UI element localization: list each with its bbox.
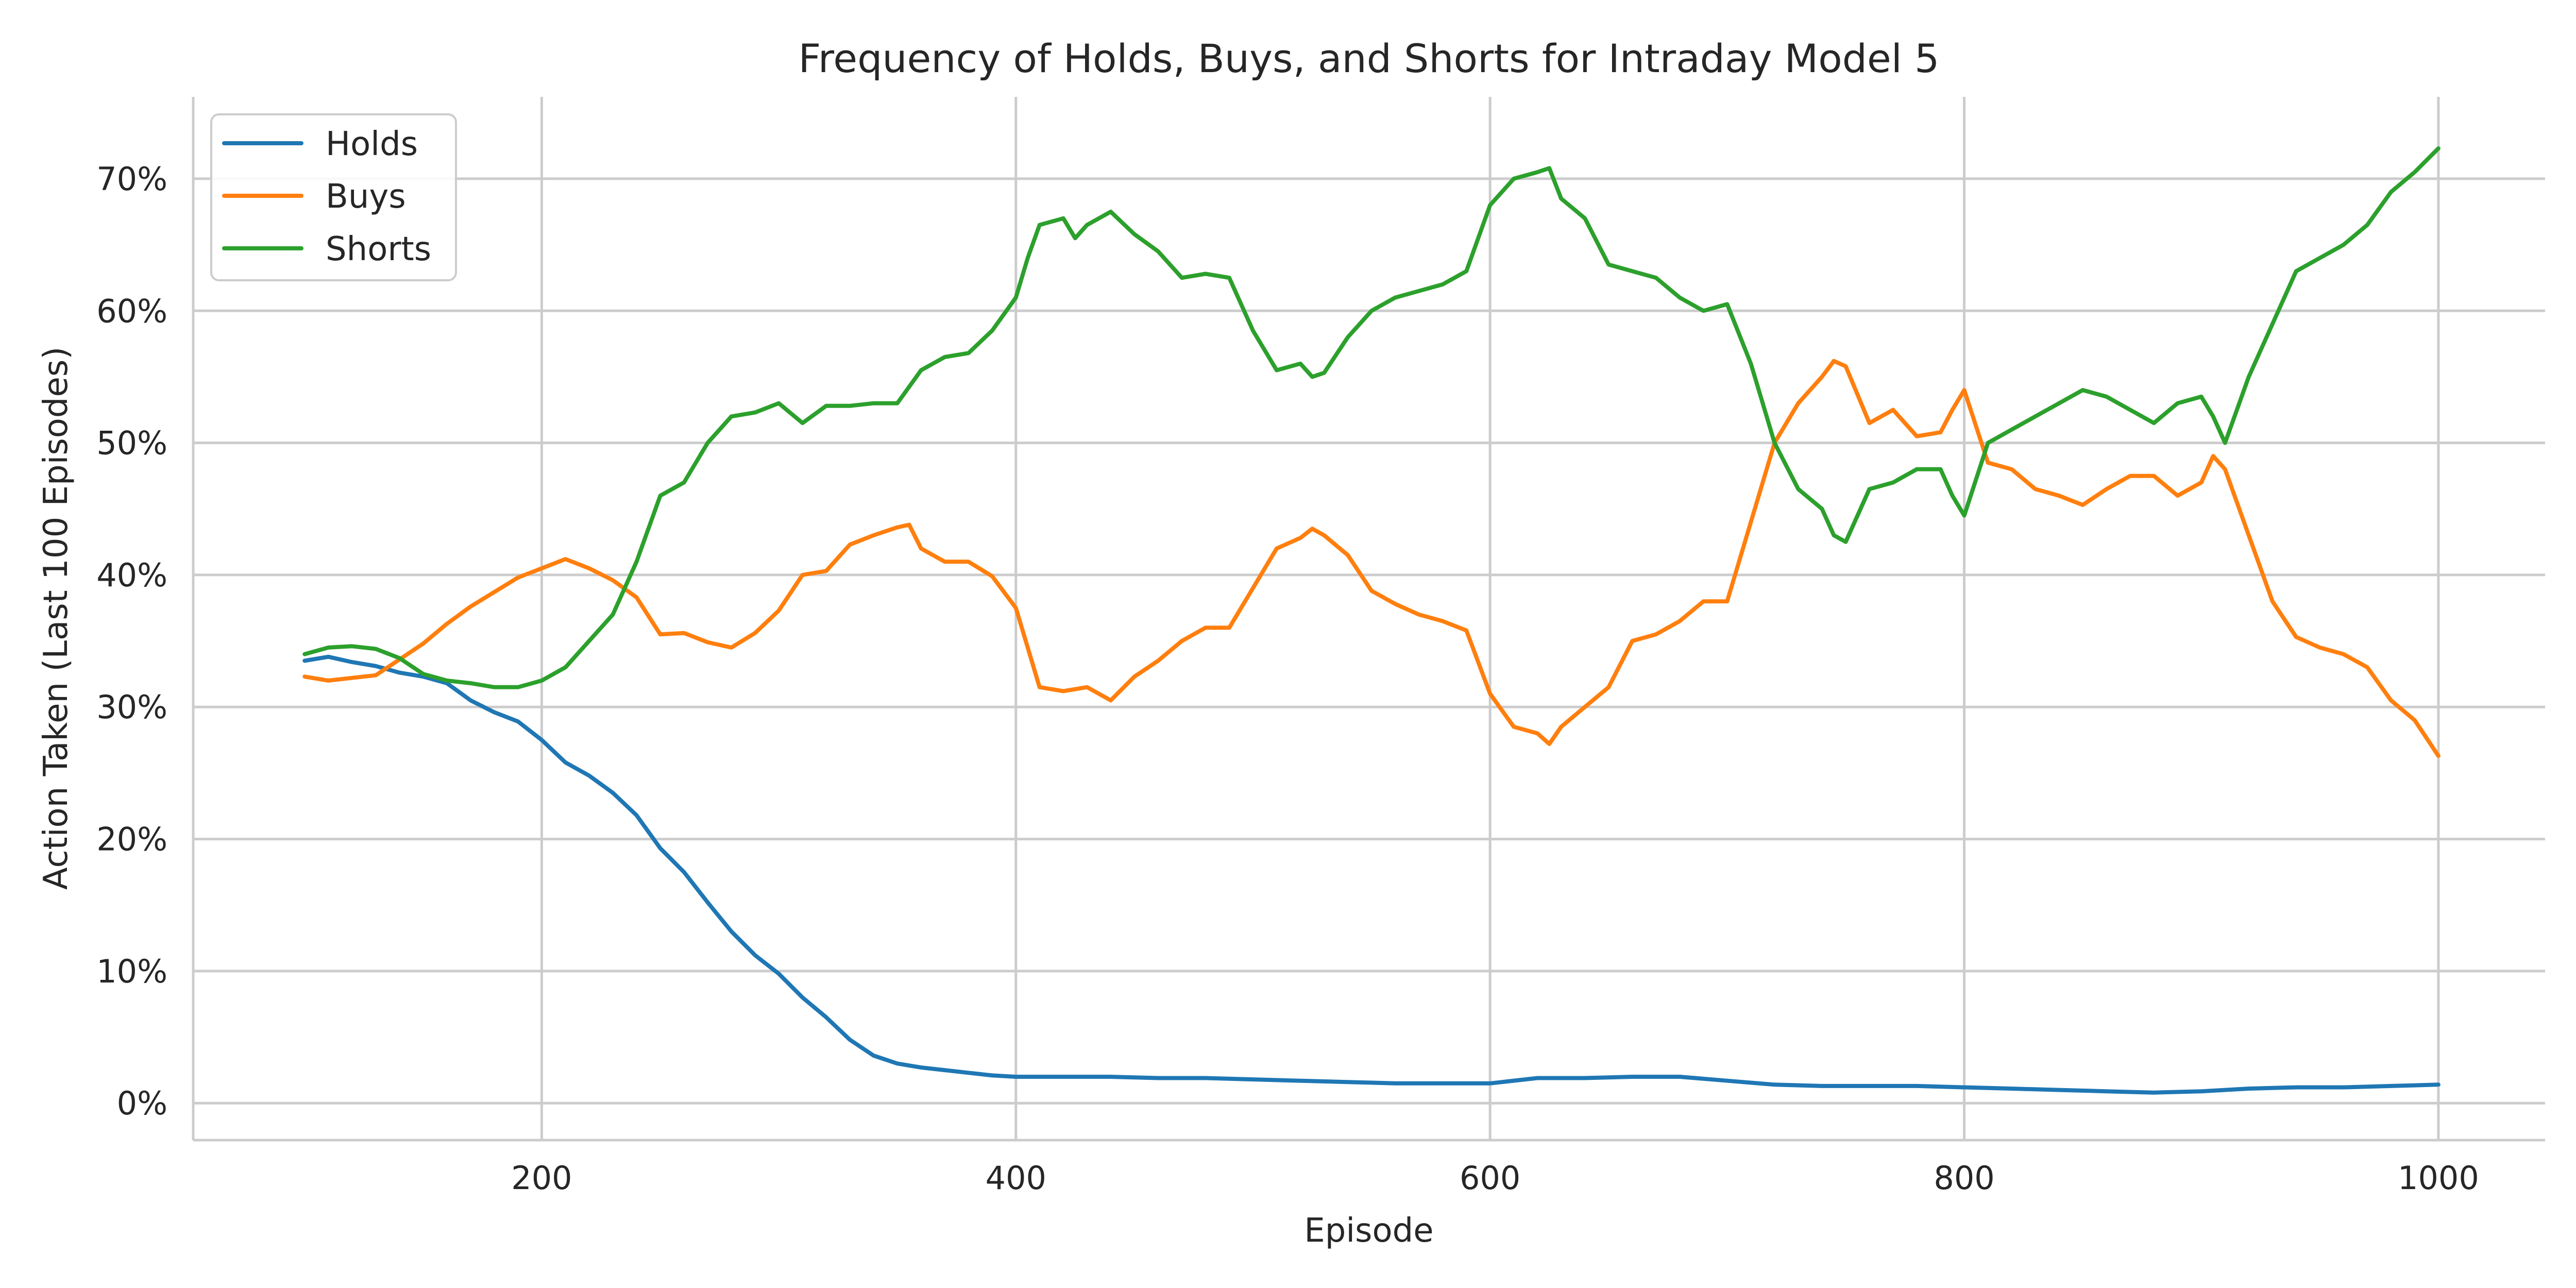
y-tick-label: 40%	[96, 556, 167, 594]
legend-label-shorts: Shorts	[326, 230, 431, 268]
y-tick-label: 60%	[96, 292, 167, 330]
y-tick-label: 0%	[117, 1084, 167, 1122]
series-lines	[302, 146, 2441, 1095]
y-tick-label: 30%	[96, 688, 167, 726]
legend-label-holds: Holds	[326, 125, 418, 163]
x-tick-label: 600	[1460, 1159, 1520, 1197]
y-tick-label: 20%	[96, 821, 167, 858]
x-tick-label: 400	[986, 1159, 1046, 1197]
legend-label-buys: Buys	[326, 178, 406, 216]
series-line-shorts	[302, 146, 2441, 689]
tick-labels: 200 400 600 800 1000 0% 10% 20% 30% 40% 50% 60% 70%	[96, 160, 2479, 1197]
legend-box	[210, 113, 457, 281]
x-tick-label: 800	[1934, 1159, 1994, 1197]
series-line-holds	[302, 654, 2441, 1095]
y-axis-label: Action Taken (Last 100 Episodes)	[37, 347, 75, 890]
series-line-buys	[302, 359, 2441, 758]
y-tick-label: 10%	[96, 953, 167, 990]
y-tick-label: 70%	[96, 160, 167, 198]
x-tick-label: 1000	[2398, 1159, 2479, 1197]
grid	[193, 97, 2545, 1140]
x-tick-label: 200	[511, 1159, 572, 1197]
chart-title: Frequency of Holds, Buys, and Shorts for…	[799, 36, 1940, 81]
y-tick-label: 50%	[96, 425, 167, 462]
x-axis-label: Episode	[1304, 1212, 1433, 1250]
legend: Holds Buys Shorts	[210, 113, 457, 281]
axes-spines	[192, 97, 2545, 1142]
